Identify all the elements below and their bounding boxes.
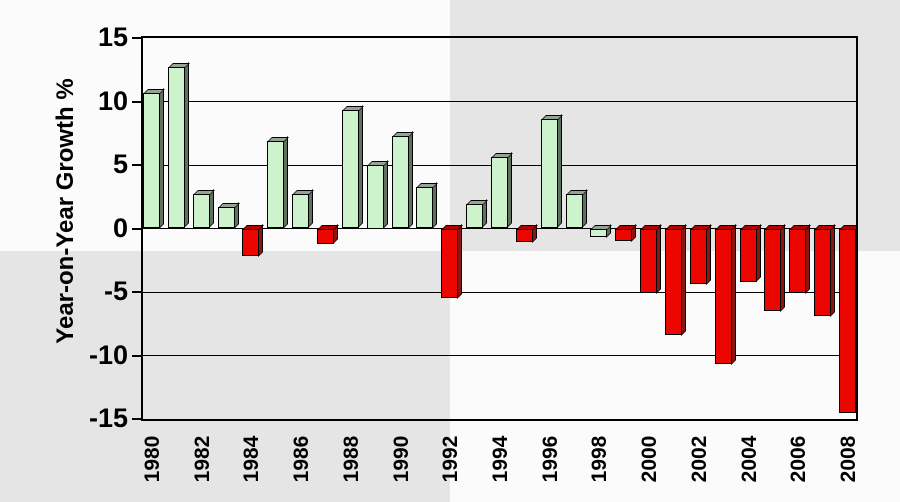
bar-front-1987 bbox=[317, 228, 334, 244]
y-tick-label-10: 10 bbox=[97, 85, 128, 116]
bar-front-1991 bbox=[416, 186, 434, 229]
bar-front-2000 bbox=[640, 228, 658, 294]
bar-front-1988 bbox=[341, 110, 359, 229]
bar-front-1990 bbox=[391, 135, 409, 229]
bar-front-2001 bbox=[665, 228, 682, 336]
bar-front-2006 bbox=[789, 228, 807, 294]
x-tick-label-1998: 1998 bbox=[588, 435, 612, 483]
bar-front-1993 bbox=[466, 204, 484, 229]
bar-front-1983 bbox=[217, 206, 235, 229]
bar-front-1998 bbox=[590, 228, 608, 238]
bar-front-2003 bbox=[714, 228, 732, 365]
bar-front-2004 bbox=[739, 228, 757, 282]
plot-area bbox=[141, 36, 858, 421]
bar-front-1982 bbox=[192, 194, 210, 229]
y-tick-label-5: 5 bbox=[112, 149, 128, 179]
bar-front-1984 bbox=[242, 228, 260, 257]
y-tick--15 bbox=[132, 418, 141, 420]
x-tick-label-1986: 1986 bbox=[290, 435, 314, 483]
y-tick-label--5: -5 bbox=[103, 276, 128, 306]
x-tick-label-1988: 1988 bbox=[339, 435, 363, 483]
x-tick-label-1984: 1984 bbox=[240, 435, 264, 483]
y-tick-10 bbox=[132, 100, 141, 103]
gridline-10 bbox=[143, 101, 856, 102]
bar-front-1986 bbox=[292, 194, 310, 229]
x-tick-label-1996: 1996 bbox=[538, 435, 562, 483]
y-tick-15 bbox=[132, 37, 141, 39]
bar-front-2005 bbox=[764, 228, 782, 312]
x-tick-label-1990: 1990 bbox=[389, 435, 413, 483]
bar-front-2002 bbox=[689, 228, 707, 285]
y-tick-label-15: 15 bbox=[97, 22, 128, 52]
gridline--10 bbox=[143, 355, 856, 356]
bar-front-1985 bbox=[267, 140, 285, 229]
bar-front-1992 bbox=[441, 228, 459, 299]
y-tick-0 bbox=[132, 227, 141, 230]
x-tick-label-1982: 1982 bbox=[190, 435, 214, 483]
bar-front-1994 bbox=[491, 157, 508, 229]
y-tick-label-0: 0 bbox=[112, 212, 128, 243]
x-tick-label-2000: 2000 bbox=[638, 435, 662, 483]
bar-front-1995 bbox=[515, 228, 533, 243]
bar-front-1980 bbox=[143, 92, 160, 229]
x-tick-label-2008: 2008 bbox=[837, 435, 860, 483]
y-tick--10 bbox=[132, 354, 141, 357]
gridline-0 bbox=[143, 228, 856, 229]
bar-front-1996 bbox=[540, 119, 558, 229]
bar-front-1997 bbox=[565, 194, 583, 229]
y-tick-label--10: -10 bbox=[88, 339, 128, 370]
bar-front-1981 bbox=[167, 67, 185, 229]
gridline--5 bbox=[143, 291, 856, 293]
x-tick-label-1994: 1994 bbox=[489, 435, 512, 483]
bar-front-2007 bbox=[814, 228, 832, 317]
x-tick-label-2006: 2006 bbox=[787, 435, 811, 483]
x-tick-label-2004: 2004 bbox=[737, 435, 761, 483]
y-tick--5 bbox=[132, 291, 141, 293]
x-tick-label-1992: 1992 bbox=[439, 435, 463, 483]
y-tick-label--15: -15 bbox=[88, 403, 128, 433]
y-tick-5 bbox=[132, 164, 141, 166]
bar-front-1989 bbox=[366, 165, 384, 229]
x-tick-label-2002: 2002 bbox=[687, 435, 711, 483]
x-tick-label-1980: 1980 bbox=[141, 435, 164, 483]
bar-front-1999 bbox=[615, 228, 633, 242]
bar-front-2008 bbox=[839, 228, 856, 413]
